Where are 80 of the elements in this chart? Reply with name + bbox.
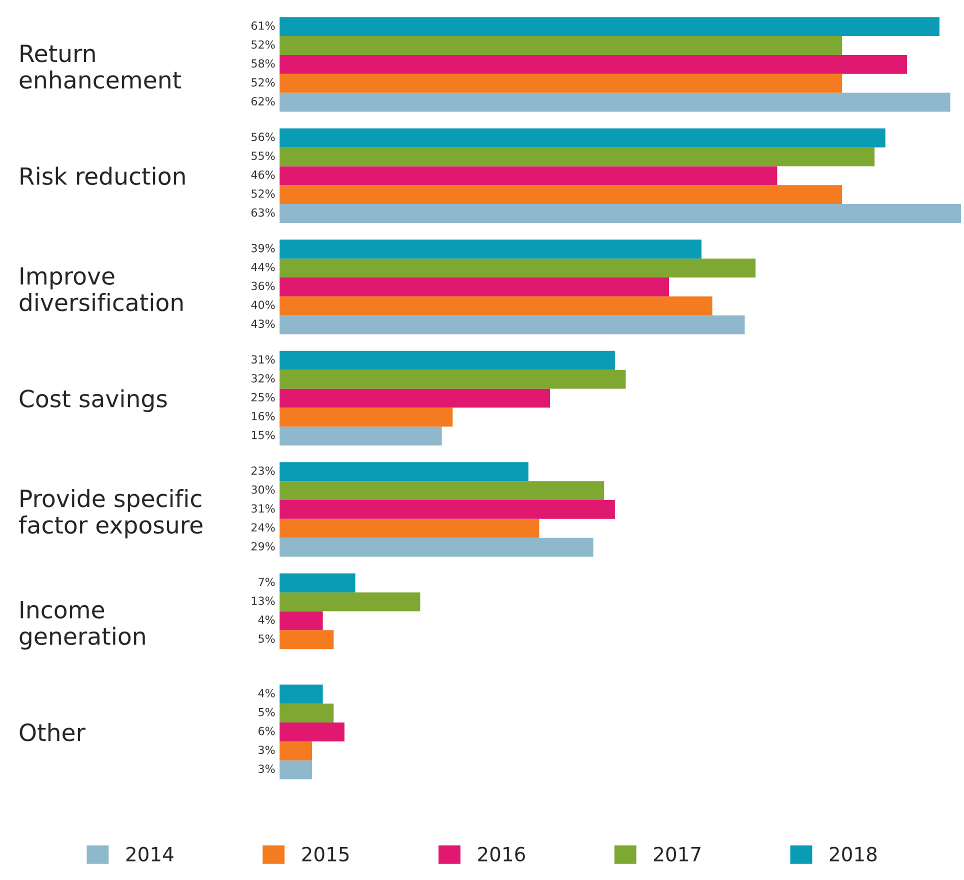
data-label: 31%	[252, 504, 275, 513]
data-label: 58%	[252, 59, 275, 68]
bar	[280, 258, 756, 278]
bar	[280, 538, 594, 557]
data-label: 31%	[252, 355, 275, 364]
data-label: 3%	[258, 746, 275, 754]
bar	[280, 277, 670, 296]
data-label: 44%	[251, 262, 275, 272]
bar	[280, 54, 908, 74]
data-label: 61%	[251, 21, 275, 30]
legend-label: 2015	[302, 846, 349, 862]
bar	[280, 741, 312, 760]
legend-label: 2014	[126, 846, 174, 862]
bar	[280, 481, 604, 500]
data-label: 56%	[252, 132, 275, 142]
data-label: 39%	[252, 244, 275, 252]
legend-label: 2016	[478, 846, 525, 862]
data-label: 25%	[252, 393, 275, 402]
y-tick-label: Improve diversification	[20, 267, 183, 312]
bar	[280, 240, 702, 259]
y-tick-label: Provide specific factor exposure	[18, 489, 202, 538]
data-label: 63%	[251, 208, 275, 217]
bar	[280, 17, 940, 36]
bar	[280, 704, 334, 723]
legend-label: 2017	[654, 846, 700, 862]
bar	[280, 296, 712, 316]
data-label: 15%	[252, 430, 275, 440]
data-label: 40%	[251, 300, 275, 310]
data-label: 3%	[258, 764, 275, 774]
bar	[280, 166, 778, 186]
bar	[280, 518, 540, 538]
bar	[280, 630, 334, 650]
data-label: 5%	[258, 708, 275, 716]
y-tick-label: Income generation	[20, 601, 145, 650]
data-label: 36%	[252, 282, 275, 290]
data-label: 16%	[252, 412, 275, 420]
data-label: 55%	[252, 152, 275, 160]
bar	[280, 592, 420, 612]
data-label: 52%	[252, 40, 275, 49]
bar	[280, 74, 842, 93]
data-label: 7%	[258, 578, 275, 586]
y-tick-label: Return enhancement	[20, 44, 182, 89]
data-label: 46%	[251, 170, 275, 179]
y-tick-label: Cost savings	[20, 389, 167, 412]
data-label: 43%	[251, 320, 275, 328]
bar	[280, 722, 344, 742]
data-label: 32%	[252, 374, 275, 383]
bar	[280, 426, 442, 446]
bar	[280, 315, 745, 334]
bar	[280, 611, 323, 630]
data-label: 62%	[251, 97, 275, 106]
bar	[280, 36, 842, 55]
bar	[280, 388, 550, 408]
bar	[280, 500, 615, 519]
bar	[280, 760, 312, 780]
bar	[280, 408, 453, 427]
bar	[280, 573, 356, 592]
bar	[280, 147, 875, 166]
data-label: 13%	[252, 596, 275, 606]
y-tick-label: Risk reduction	[20, 166, 185, 185]
y-tick-label: Other	[20, 723, 86, 742]
data-label: 52%	[252, 189, 275, 198]
data-label: 24%	[252, 523, 275, 532]
bar	[280, 684, 323, 704]
bar	[280, 92, 950, 112]
data-label: 29%	[252, 542, 275, 551]
bar	[280, 350, 615, 370]
bar	[280, 204, 962, 223]
data-label: 4%	[258, 616, 275, 624]
data-label: 6%	[258, 726, 275, 736]
data-label: 5%	[258, 634, 275, 643]
data-label: 52%	[252, 78, 275, 87]
data-label: 4%	[258, 688, 275, 698]
bar	[280, 462, 528, 482]
bar	[280, 185, 842, 204]
legend-label: 2018	[830, 846, 877, 862]
bar	[280, 128, 886, 148]
data-label: 30%	[252, 485, 275, 494]
bar	[280, 370, 626, 389]
data-label: 23%	[252, 466, 275, 475]
